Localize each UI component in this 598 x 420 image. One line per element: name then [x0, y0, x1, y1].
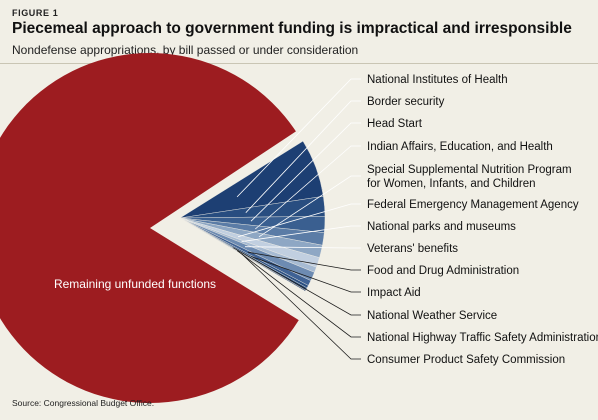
slice-label-special-supplemental-nutrition-program-for-women-infants-and-children: Special Supplemental Nutrition Program fo… [367, 164, 572, 190]
leader-line [251, 256, 361, 293]
slice-label-remaining-unfunded-functions: Remaining unfunded functions [54, 277, 216, 291]
leader-line [241, 253, 361, 360]
leader-line [237, 203, 361, 238]
slice-label-indian-affairs-education-and-health: Indian Affairs, Education, and Health [367, 141, 553, 153]
slice-label-national-weather-service: National Weather Service [367, 310, 497, 322]
leader-line [236, 78, 361, 198]
leader-line [237, 250, 361, 338]
leader-line [244, 246, 361, 249]
figure-label: FIGURE 1 [12, 8, 59, 18]
pie-slices [0, 53, 326, 403]
leader-lines [233, 78, 361, 360]
leader-line [255, 145, 361, 230]
slice-label-national-highway-traffic-safety-administration: National Highway Traffic Safety Administ… [367, 332, 598, 344]
slice-label-federal-emergency-management-agency: Federal Emergency Management Agency [367, 199, 579, 211]
slice-label-food-and-drug-administration: Food and Drug Administration [367, 265, 519, 277]
source-note: Source: Congressional Budget Office. [12, 398, 155, 408]
chart-title: Piecemeal approach to government funding… [12, 20, 572, 37]
slice-label-impact-aid: Impact Aid [367, 287, 421, 299]
slice-label-consumer-product-safety-commission: Consumer Product Safety Commission [367, 354, 565, 366]
chart-subtitle: Nondefense appropriations, by bill passe… [12, 43, 359, 57]
slice-label-veterans-benefits: Veterans' benefits [367, 243, 458, 255]
slice-label-head-start: Head Start [367, 118, 423, 130]
leader-line [233, 247, 361, 316]
pie-slice-remaining-unfunded-functions [0, 53, 299, 403]
slice-label-border-security: Border security [367, 96, 445, 108]
leader-line [247, 251, 361, 271]
leader-line [258, 175, 361, 238]
slice-label-national-institutes-of-health: National Institutes of Health [367, 74, 508, 86]
slice-labels: Remaining unfunded functions National Ins… [54, 74, 598, 366]
slice-label-national-parks-and-museums: National parks and museums [367, 221, 516, 233]
leader-line [241, 225, 361, 242]
leader-line [250, 122, 361, 222]
header-divider [0, 63, 598, 64]
leader-line [245, 100, 361, 213]
